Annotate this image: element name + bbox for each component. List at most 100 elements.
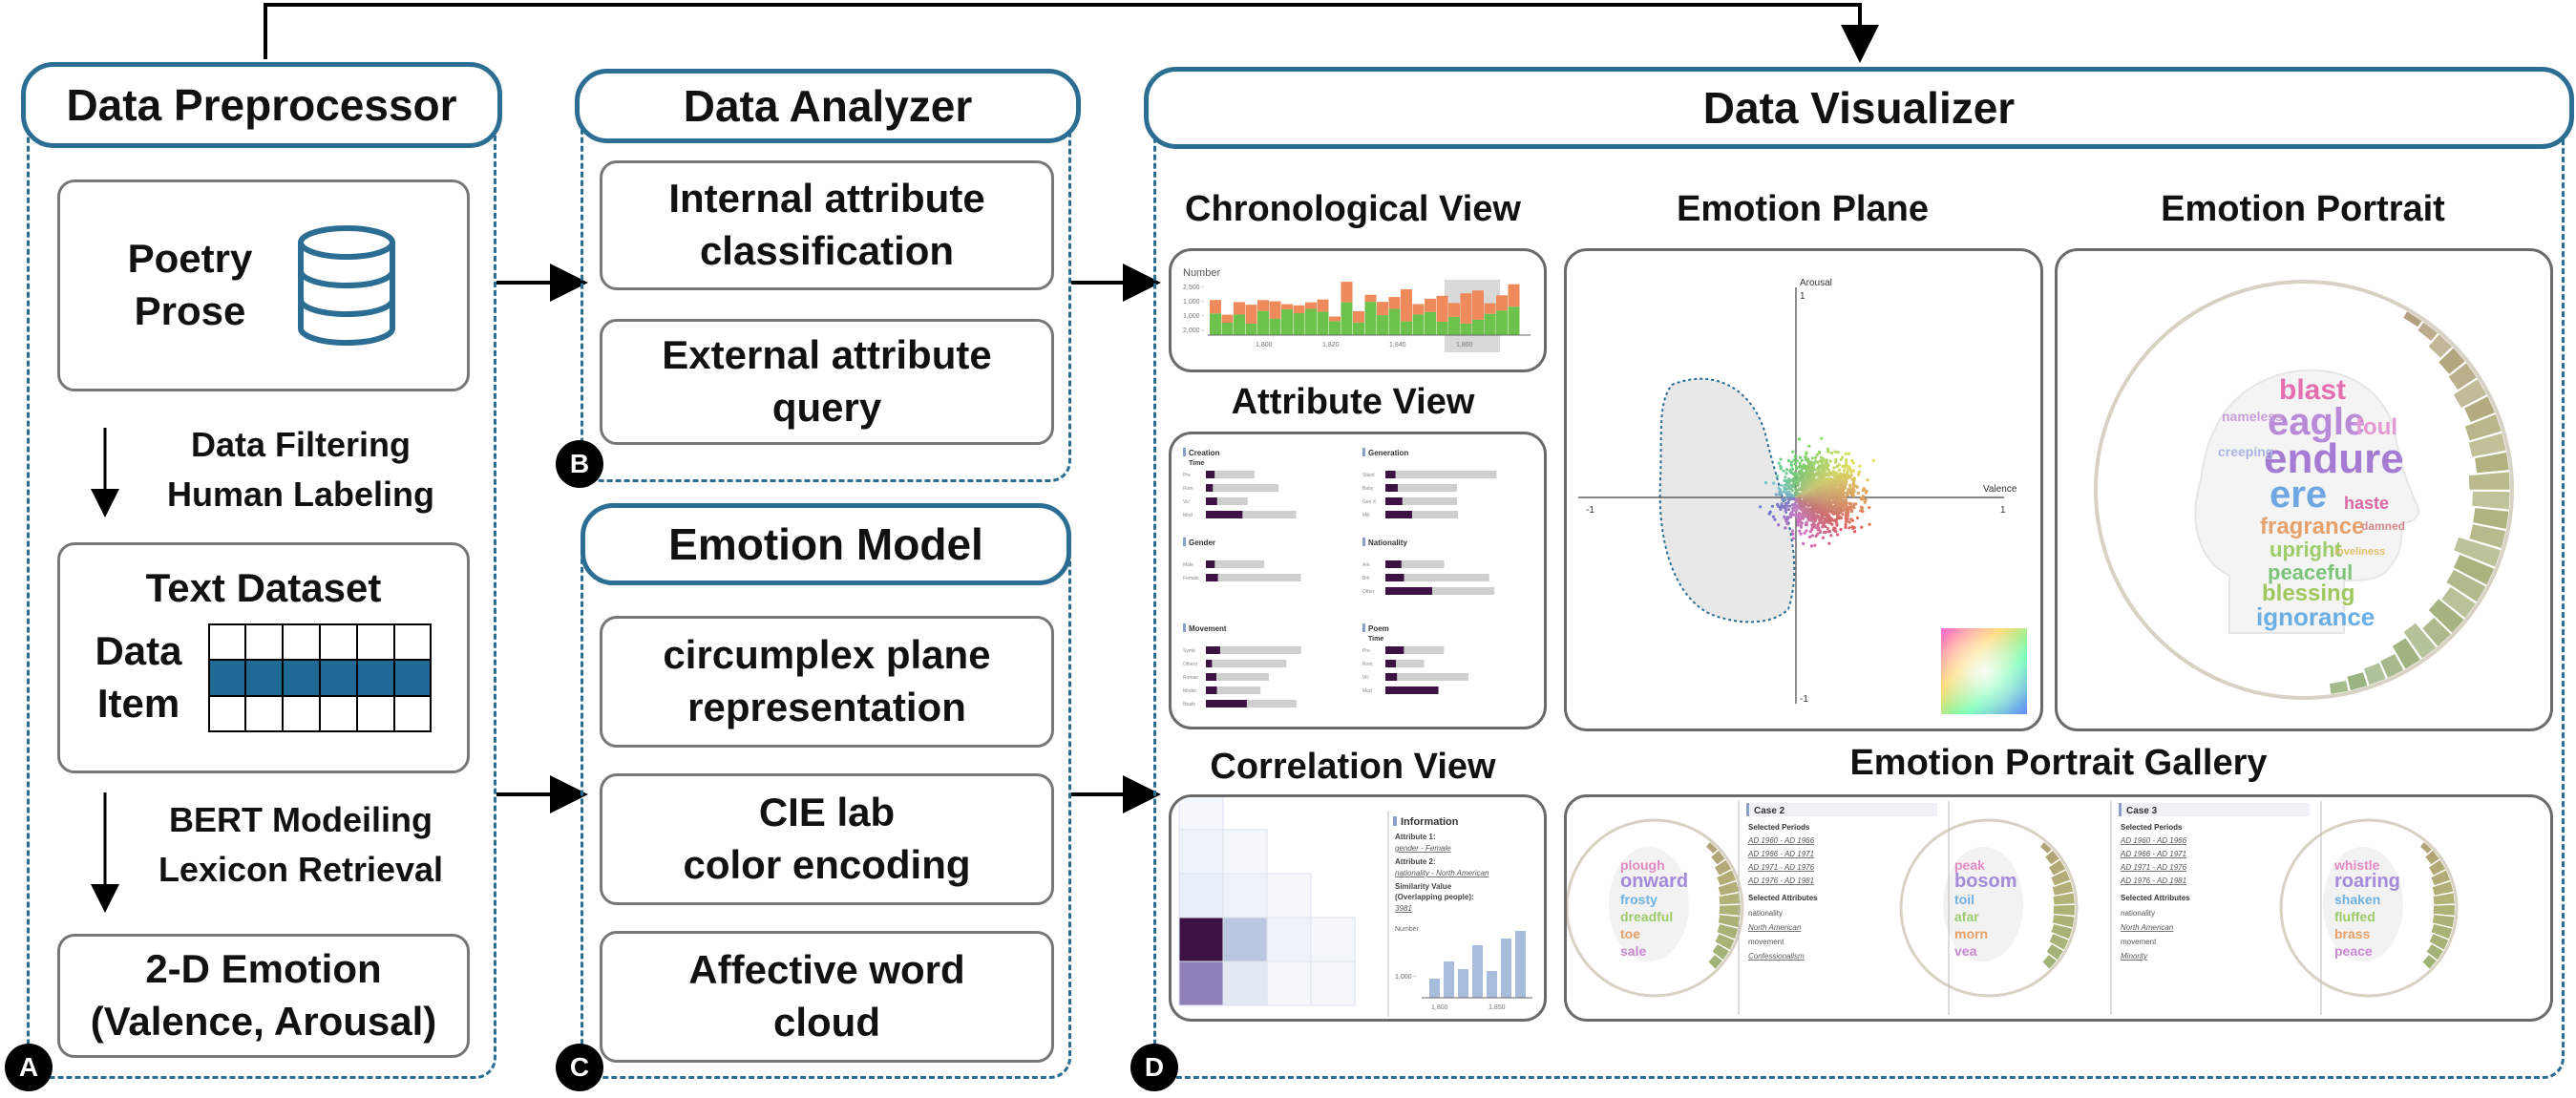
attr-row-label: Vic	[1183, 499, 1190, 505]
attr-bar-purple	[1206, 574, 1218, 581]
portrait-word: foul	[2355, 414, 2397, 440]
corr-xtick: 1,850	[1489, 1004, 1506, 1011]
plane-dot	[1819, 509, 1823, 513]
gallery-case-attr: nationality	[1748, 909, 1783, 918]
plane-dot	[1811, 461, 1815, 465]
plane-dot	[1811, 493, 1815, 496]
attr-bar-purple	[1385, 673, 1398, 681]
gallery-case-period: AD 1960 - AD 1966	[2120, 836, 2187, 845]
plane-dot	[1815, 453, 1819, 456]
plane-dot	[1806, 518, 1810, 522]
plane-dot	[1837, 504, 1841, 508]
attr-bar-gray	[1206, 646, 1301, 654]
plane-dot	[1783, 486, 1786, 490]
gallery-ring-segment	[1711, 850, 1725, 865]
gallery-portrait-word: shaken	[2334, 892, 2380, 907]
chrono-bar-green	[1401, 321, 1412, 335]
corr-bar	[1515, 931, 1526, 998]
badge-c: C	[556, 1044, 603, 1091]
attr-row-label: Silent	[1362, 473, 1375, 478]
gallery-portrait-word: peace	[2334, 943, 2373, 959]
plane-dot	[1840, 475, 1844, 478]
source-box: Poetry Prose	[57, 179, 470, 391]
attr-bar-gray	[1206, 511, 1297, 518]
plane-dot	[1787, 481, 1791, 485]
gallery-ring-segment	[2049, 859, 2066, 876]
portrait-word: peaceful	[2268, 560, 2353, 584]
plane-dot	[1794, 513, 1798, 517]
emotion-portrait-panel: blast eagle endure ere fragrance upright peace…	[2055, 248, 2553, 731]
plane-dot	[1806, 514, 1810, 518]
plane-dot	[1816, 528, 1820, 532]
gallery-portrait-word: afar	[1954, 909, 1979, 924]
analyzer-box-internal-line2: classification	[699, 228, 955, 273]
gallery-ring-segment	[2420, 842, 2432, 854]
plane-dot	[1810, 523, 1814, 527]
plane-dot	[1809, 544, 1813, 548]
portrait-ring-segment	[2428, 598, 2465, 634]
plane-dot	[1792, 458, 1796, 462]
plane-dot	[1821, 517, 1826, 520]
corr-cell	[1222, 829, 1268, 875]
gallery-ring-segment	[2051, 870, 2071, 886]
corr-sim-label1: Similarity Value	[1395, 882, 1452, 891]
plane-dot	[1839, 477, 1843, 481]
plane-dot	[1821, 536, 1826, 539]
plane-dot	[1776, 475, 1780, 478]
plane-dot	[1795, 459, 1799, 463]
chrono-bar-green	[1425, 311, 1436, 335]
plane-dot	[1822, 513, 1826, 517]
model-box-circumplex: circumplex plane representation	[600, 616, 1054, 748]
plane-dot	[1824, 517, 1827, 520]
plane-dot	[1859, 509, 1863, 513]
attr-bar-purple	[1206, 560, 1215, 568]
attr-bar-gray	[1385, 497, 1458, 505]
chrono-bar-orange	[1460, 293, 1472, 324]
attr-group-marker	[1183, 448, 1186, 456]
plane-dot	[1815, 507, 1820, 511]
portrait-ring-segment	[2402, 310, 2423, 327]
corr-bar	[1444, 961, 1454, 998]
plane-dot	[1844, 463, 1848, 467]
chrono-bar-orange	[1329, 316, 1341, 322]
chrono-bar-green	[1496, 310, 1508, 335]
visualizer-header: Data Visualizer	[1144, 67, 2574, 149]
plane-dot	[1785, 522, 1789, 526]
plane-dot	[1791, 496, 1796, 501]
attr-bar-gray	[1206, 484, 1279, 492]
gallery-case-marker	[2119, 803, 2122, 816]
plane-dot	[1779, 457, 1783, 461]
chrono-bar-green	[1317, 311, 1329, 335]
chrono-bar-green	[1281, 308, 1293, 335]
plane-dot	[1790, 468, 1794, 472]
gallery-ring-segment	[2042, 955, 2057, 969]
plane-dot	[1797, 437, 1801, 441]
gallery-ring-segment	[2431, 870, 2451, 886]
gallery-ring-segment	[2425, 850, 2439, 865]
attr-row-label: Pre	[1183, 473, 1191, 478]
plane-dot	[1834, 508, 1838, 513]
plane-dot	[1834, 519, 1838, 523]
gallery-portrait-word: vea	[1954, 943, 1977, 959]
chrono-bar-green	[1388, 308, 1401, 335]
corr-sim-label2: (Overlapping people):	[1395, 893, 1474, 901]
plane-dot	[1785, 493, 1789, 496]
gallery-portrait-ring	[2279, 818, 2459, 998]
portrait-word: creeping	[2218, 444, 2273, 459]
attr-row-label: Pre	[1362, 648, 1370, 654]
portrait-ring-segment	[2363, 662, 2387, 686]
data-table-icon	[207, 623, 432, 732]
plane-dot	[1824, 488, 1827, 492]
gallery-ring-segment	[1706, 842, 1718, 854]
attr-bar-purple	[1206, 484, 1214, 492]
plane-dot	[1818, 496, 1822, 500]
plane-dot	[1816, 502, 1820, 506]
attr-bar-purple	[1206, 700, 1247, 707]
model-box-circumplex-line2: representation	[687, 685, 966, 729]
plane-dot	[1785, 504, 1789, 508]
portrait-ring-segment	[2448, 362, 2478, 391]
plane-dot	[1848, 483, 1852, 487]
chrono-bar-green	[1269, 318, 1281, 335]
plane-dot	[1842, 502, 1846, 506]
plane-dot	[1817, 479, 1821, 483]
